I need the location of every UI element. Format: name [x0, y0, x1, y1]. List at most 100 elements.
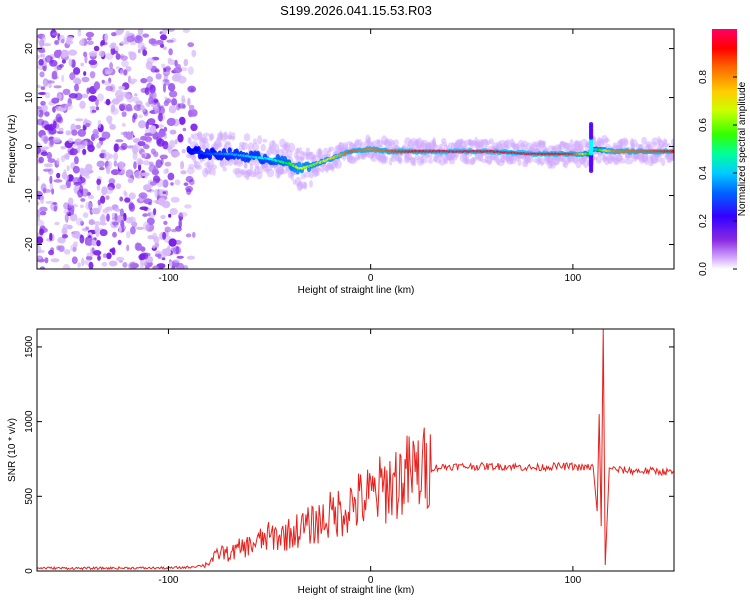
- noise-blob: [167, 57, 172, 62]
- ridge-halo: [504, 139, 512, 150]
- ridge-halo: [314, 167, 322, 173]
- noise-blob: [101, 149, 105, 153]
- snr-background: [37, 329, 674, 571]
- ridge-halo: [644, 157, 649, 166]
- noise-blob: [161, 63, 166, 69]
- noise-blob: [54, 40, 60, 45]
- ridge-halo: [252, 142, 259, 152]
- noise-blob: [72, 77, 81, 84]
- noise-blob: [62, 223, 69, 230]
- noise-blob: [118, 85, 126, 90]
- noise-blob: [125, 231, 131, 239]
- noise-blob: [105, 195, 110, 200]
- noise-blob: [162, 46, 167, 50]
- noise-blob: [37, 110, 40, 116]
- noise-blob: [73, 67, 81, 75]
- noise-blob: [64, 152, 70, 160]
- noise-blob: [99, 214, 106, 224]
- noise-blob: [105, 52, 114, 60]
- noise-blob: [137, 141, 146, 147]
- ridge-halo: [216, 141, 223, 148]
- noise-blob: [113, 160, 118, 167]
- noise-blob: [123, 69, 128, 76]
- noise-blob: [110, 47, 116, 56]
- noise-blob: [61, 49, 66, 59]
- noise-blob: [152, 244, 156, 249]
- noise-blob: [178, 219, 182, 228]
- noise-blob: [158, 189, 164, 197]
- noise-blob: [98, 50, 105, 58]
- noise-blob: [174, 138, 178, 145]
- noise-blob: [88, 95, 97, 102]
- noise-blob: [143, 184, 151, 191]
- noise-blob: [116, 256, 125, 262]
- noise-blob: [137, 29, 144, 36]
- noise-blob: [96, 160, 105, 168]
- noise-blob: [162, 231, 167, 240]
- noise-blob: [115, 53, 121, 60]
- noise-blob: [103, 80, 111, 86]
- noise-blob: [108, 260, 118, 267]
- noise-blob: [52, 72, 56, 79]
- ridge-halo: [212, 168, 216, 177]
- noise-blob: [159, 154, 168, 160]
- noise-blob: [86, 252, 94, 257]
- noise-blob: [157, 106, 166, 115]
- noise-blob: [124, 107, 134, 112]
- noise-blob: [142, 33, 150, 38]
- noise-blob: [110, 169, 120, 176]
- ridge-halo: [305, 147, 310, 153]
- noise-blob: [161, 257, 166, 261]
- noise-blob: [109, 124, 116, 130]
- noise-blob: [150, 148, 156, 155]
- noise-blob: [171, 98, 178, 106]
- noise-blob: [42, 43, 52, 47]
- noise-blob: [86, 40, 94, 45]
- noise-blob: [121, 60, 129, 68]
- noise-blob: [155, 39, 164, 45]
- noise-blob: [57, 236, 66, 244]
- noise-blob: [114, 208, 121, 212]
- noise-blob: [73, 241, 78, 248]
- spectrogram-x-ticks: -100 0 100: [158, 29, 582, 284]
- ridge-halo: [244, 161, 248, 169]
- noise-blob: [37, 146, 41, 155]
- noise-blob: [168, 90, 178, 98]
- noise-blob: [144, 265, 150, 269]
- noise-blob: [62, 263, 71, 269]
- noise-blob: [68, 137, 74, 144]
- noise-blob: [184, 204, 192, 209]
- noise-blob: [48, 83, 52, 89]
- noise-blob: [82, 148, 87, 155]
- noise-blob: [164, 226, 172, 233]
- ridge-halo: [671, 154, 674, 160]
- ridge-halo: [241, 142, 249, 150]
- noise-blob: [68, 49, 78, 56]
- y-tick-label: 500: [24, 488, 35, 505]
- y-tick-label: 0: [24, 568, 35, 574]
- noise-blob: [93, 250, 102, 256]
- noise-blob: [82, 212, 89, 219]
- noise-blob: [56, 172, 61, 179]
- noise-blob: [51, 188, 55, 195]
- noise-blob: [108, 178, 116, 185]
- noise-blob: [85, 226, 89, 230]
- noise-blob: [176, 262, 185, 269]
- noise-blob: [132, 145, 139, 155]
- noise-blob: [118, 225, 122, 233]
- noise-blob: [58, 93, 62, 100]
- noise-blob: [64, 103, 73, 111]
- noise-blob: [171, 150, 181, 157]
- noise-blob: [85, 237, 94, 246]
- noise-blob: [121, 225, 127, 231]
- noise-blob: [141, 107, 146, 113]
- noise-blob: [183, 265, 189, 269]
- noise-blob: [56, 245, 61, 251]
- ridge-halo: [359, 141, 366, 149]
- noise-blob: [37, 54, 40, 60]
- noise-blob: [115, 89, 124, 99]
- ridge-halo: [210, 164, 217, 170]
- noise-blob: [61, 59, 66, 64]
- ridge-halo: [334, 159, 342, 169]
- noise-blob: [93, 81, 101, 91]
